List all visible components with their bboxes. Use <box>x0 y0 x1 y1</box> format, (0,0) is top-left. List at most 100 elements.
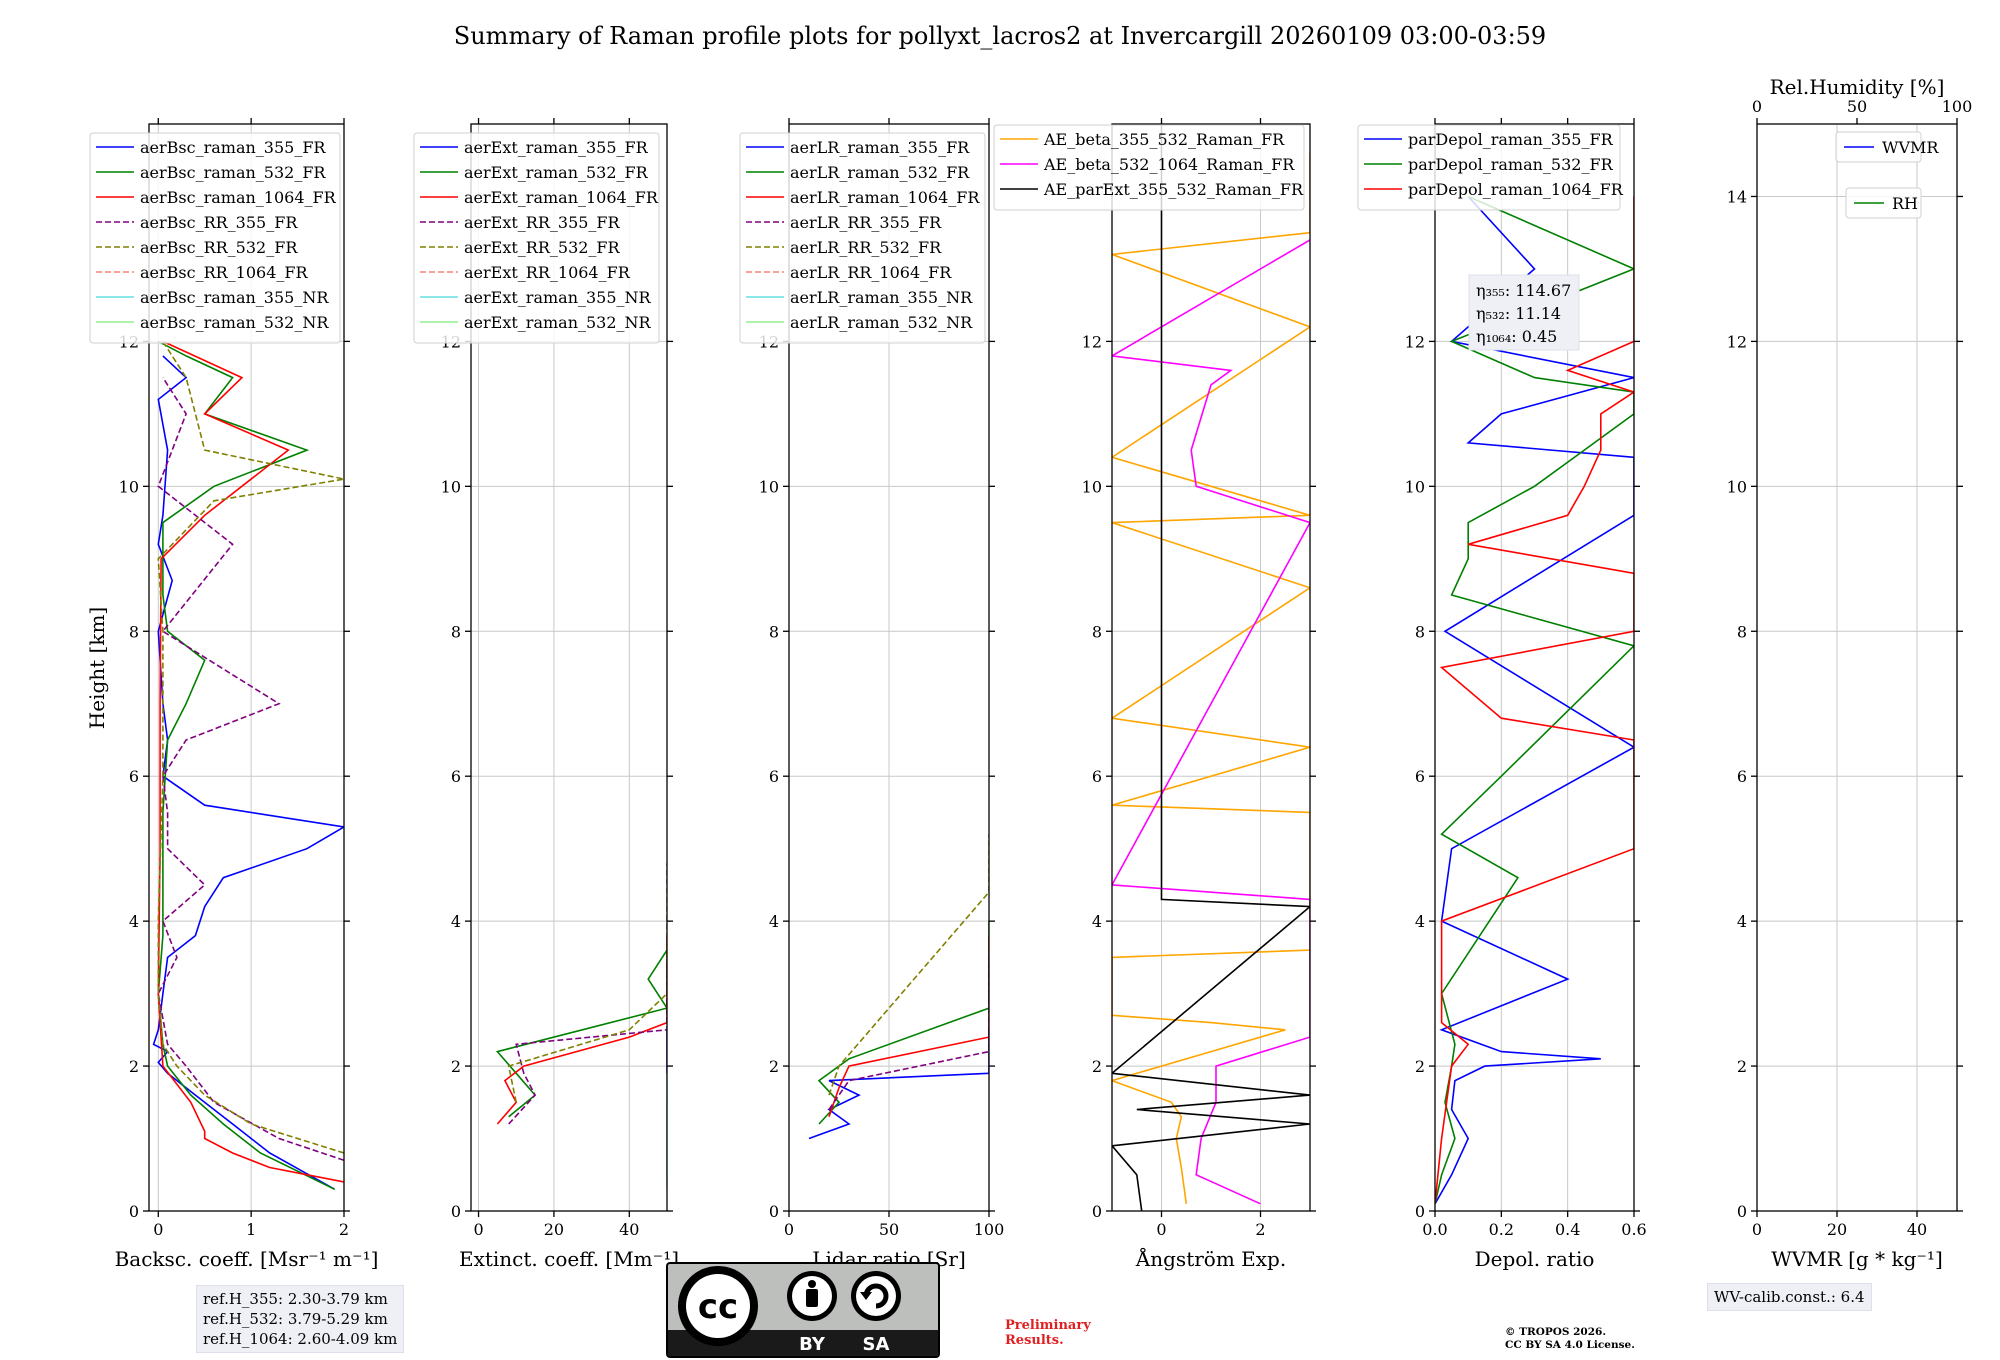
y-tick-label: 6 <box>451 767 461 786</box>
axes-frame <box>148 123 345 1212</box>
legend-depol: parDepol_raman_355_FR parDepol_raman_532_… <box>1357 124 1624 211</box>
axes-frame <box>1111 123 1311 1212</box>
legend-label-aerbsc-raman-532-fr: aerBsc_raman_532_FR <box>140 163 326 182</box>
legend-label-aerext-rr-1064-fr: aerExt_RR_1064_FR <box>464 263 631 282</box>
y-tick-label: 6 <box>1737 767 1747 786</box>
legend-label-pardepol-raman-1064-fr: parDepol_raman_1064_FR <box>1408 180 1624 199</box>
cc-by-sa-badge: cc BY SA <box>666 1262 940 1358</box>
legend-entry-rh: RH <box>1845 187 1922 219</box>
legend-ext: aerExt_raman_355_FR aerExt_raman_532_FRae… <box>413 132 660 344</box>
series-line-aerlr-raman-355-fr <box>808 1029 989 1140</box>
y-tick-label: 10 <box>1727 477 1747 496</box>
y-tick-label: 4 <box>1737 912 1747 931</box>
x-tick-label: 1 <box>246 1220 256 1239</box>
x-axis-label: Backsc. coeff. [Msr⁻¹ m⁻¹] <box>115 1247 379 1271</box>
ref-height-1064: ref.H_1064: 2.60-4.09 km <box>203 1330 398 1348</box>
copyright-line-2: CC BY SA 4.0 License. <box>1505 1339 1635 1351</box>
legend-label-aerbsc-raman-1064-fr: aerBsc_raman_1064_FR <box>140 188 337 207</box>
y-tick-label: 6 <box>1092 767 1102 786</box>
top-x-axis-label: Rel.Humidity [%] <box>1770 75 1945 99</box>
x-tick-label: 20 <box>1827 1220 1847 1239</box>
y-tick-label: 8 <box>451 622 461 641</box>
wv-calibration-box: WV-calib.const.: 6.4 <box>1707 1283 1872 1311</box>
figure-title: Summary of Raman profile plots for polly… <box>453 22 1547 50</box>
y-tick-label: 2 <box>769 1057 779 1076</box>
x-tick-label: 20 <box>544 1220 564 1239</box>
legend-label-aerbsc-raman-355-fr: aerBsc_raman_355_FR <box>140 138 326 157</box>
legend-label-aerext-rr-355-fr: aerExt_RR_355_FR <box>464 213 621 232</box>
legend-label-aerbsc-raman-355-nr: aerBsc_raman_355_NR <box>140 288 329 307</box>
x-axis-label: WVMR [g * kg⁻¹] <box>1771 1247 1943 1271</box>
x-tick-label: 0 <box>1752 1220 1762 1239</box>
series-line-aerlr-rr-355-fr <box>828 957 989 1110</box>
legend-label-aerlr-rr-1064-fr: aerLR_RR_1064_FR <box>790 263 952 282</box>
sa-label: SA <box>863 1334 890 1355</box>
legend-label-aerbsc-rr-1064-fr: aerBsc_RR_1064_FR <box>140 263 309 282</box>
series-line-ae-parext-355-532-raman-fr <box>1112 124 1310 1211</box>
ref-height-532: ref.H_532: 3.79-5.29 km <box>203 1310 388 1328</box>
panel-lr: 024681012050100Lidar ratio [Sr]aerLR_ram… <box>739 118 1005 1271</box>
y-tick-label: 0 <box>1092 1202 1102 1221</box>
series-line-aerbsc-raman-1064-fr <box>157 340 344 1183</box>
series-line-aerbsc-raman-532-fr <box>157 340 336 1191</box>
series-line-aerext-raman-532-fr <box>495 949 667 1118</box>
legend-label-aerbsc-raman-532-nr: aerBsc_raman_532_NR <box>140 313 329 332</box>
y-tick-label: 8 <box>1415 622 1425 641</box>
x-tick-label: 40 <box>619 1220 639 1239</box>
legend-bsc: aerBsc_raman_355_FR aerBsc_raman_532_FRae… <box>89 132 341 344</box>
x-axis-label: Extinct. coeff. [Mm⁻¹] <box>459 1247 679 1271</box>
y-tick-label: 0 <box>1737 1202 1747 1221</box>
legend-label: RH <box>1892 194 1918 213</box>
eta-annotation: η₃₅₅: 114.67 η₅₃₂: 11.14 η₁₀₆₄: 0.45 <box>1468 274 1580 351</box>
y-tick-label: 8 <box>1737 622 1747 641</box>
y-tick-label: 4 <box>1415 912 1425 931</box>
y-tick-label: 10 <box>759 477 779 496</box>
legend-label-aerlr-raman-355-nr: aerLR_raman_355_NR <box>790 288 973 307</box>
y-tick-label: 0 <box>769 1202 779 1221</box>
legend-label-aerbsc-rr-355-fr: aerBsc_RR_355_FR <box>140 213 298 232</box>
legend-label-aerext-raman-532-fr: aerExt_raman_532_FR <box>464 163 649 182</box>
top-x-tick-label: 50 <box>1847 97 1867 116</box>
y-tick-label: 2 <box>1415 1057 1425 1076</box>
x-tick-label: 0 <box>784 1220 794 1239</box>
by-label: BY <box>799 1334 826 1355</box>
y-tick-label: 2 <box>129 1057 139 1076</box>
axes-frame <box>470 123 668 1212</box>
ref-height-355: ref.H_355: 2.30-3.79 km <box>203 1290 388 1308</box>
legend-label-aerext-raman-355-fr: aerExt_raman_355_FR <box>464 138 649 157</box>
y-tick-label: 10 <box>119 477 139 496</box>
series-line-aerext-rr-355-fr <box>508 964 667 1125</box>
x-tick-label: 0.2 <box>1489 1220 1514 1239</box>
y-axis-label: Height [km] <box>85 607 109 729</box>
sa-share-icon <box>863 1283 889 1309</box>
x-tick-label: 0 <box>473 1220 483 1239</box>
legend-label-ae-beta-532-1064-raman-fr: AE_beta_532_1064_Raman_FR <box>1043 155 1295 174</box>
x-tick-label: 0 <box>153 1220 163 1239</box>
legend-label-aerlr-raman-532-fr: aerLR_raman_532_FR <box>790 163 970 182</box>
y-tick-label: 12 <box>1727 332 1747 351</box>
y-tick-label: 12 <box>1405 332 1425 351</box>
legend-label-aerlr-raman-355-fr: aerLR_raman_355_FR <box>790 138 970 157</box>
legend-label-aerext-raman-355-nr: aerExt_raman_355_NR <box>464 288 652 307</box>
legend-label-aerbsc-rr-532-fr: aerBsc_RR_532_FR <box>140 238 298 257</box>
y-tick-label: 4 <box>129 912 139 931</box>
series-line-aerbsc-rr-355-fr <box>157 377 344 1162</box>
x-tick-label: 2 <box>339 1220 349 1239</box>
copyright-note: © TROPOS 2026. CC BY SA 4.0 License. <box>1505 1326 1635 1352</box>
series-line-pardepol-raman-355-fr <box>1435 195 1634 1205</box>
y-tick-label: 8 <box>129 622 139 641</box>
x-tick-label: 100 <box>974 1220 1005 1239</box>
x-tick-label: 0.6 <box>1621 1220 1646 1239</box>
legend-entry-wvmr: WVMR <box>1835 131 1939 163</box>
y-tick-label: 4 <box>1092 912 1102 931</box>
legend-label-aerext-raman-532-nr: aerExt_raman_532_NR <box>464 313 652 332</box>
top-x-tick-label: 100 <box>1942 97 1973 116</box>
axes-frame <box>1434 123 1635 1212</box>
preliminary-line-2: Results. <box>1005 1333 1064 1348</box>
y-tick-label: 14 <box>1727 187 1747 206</box>
y-tick-label: 8 <box>769 622 779 641</box>
x-tick-label: 50 <box>879 1220 899 1239</box>
y-tick-label: 0 <box>451 1202 461 1221</box>
